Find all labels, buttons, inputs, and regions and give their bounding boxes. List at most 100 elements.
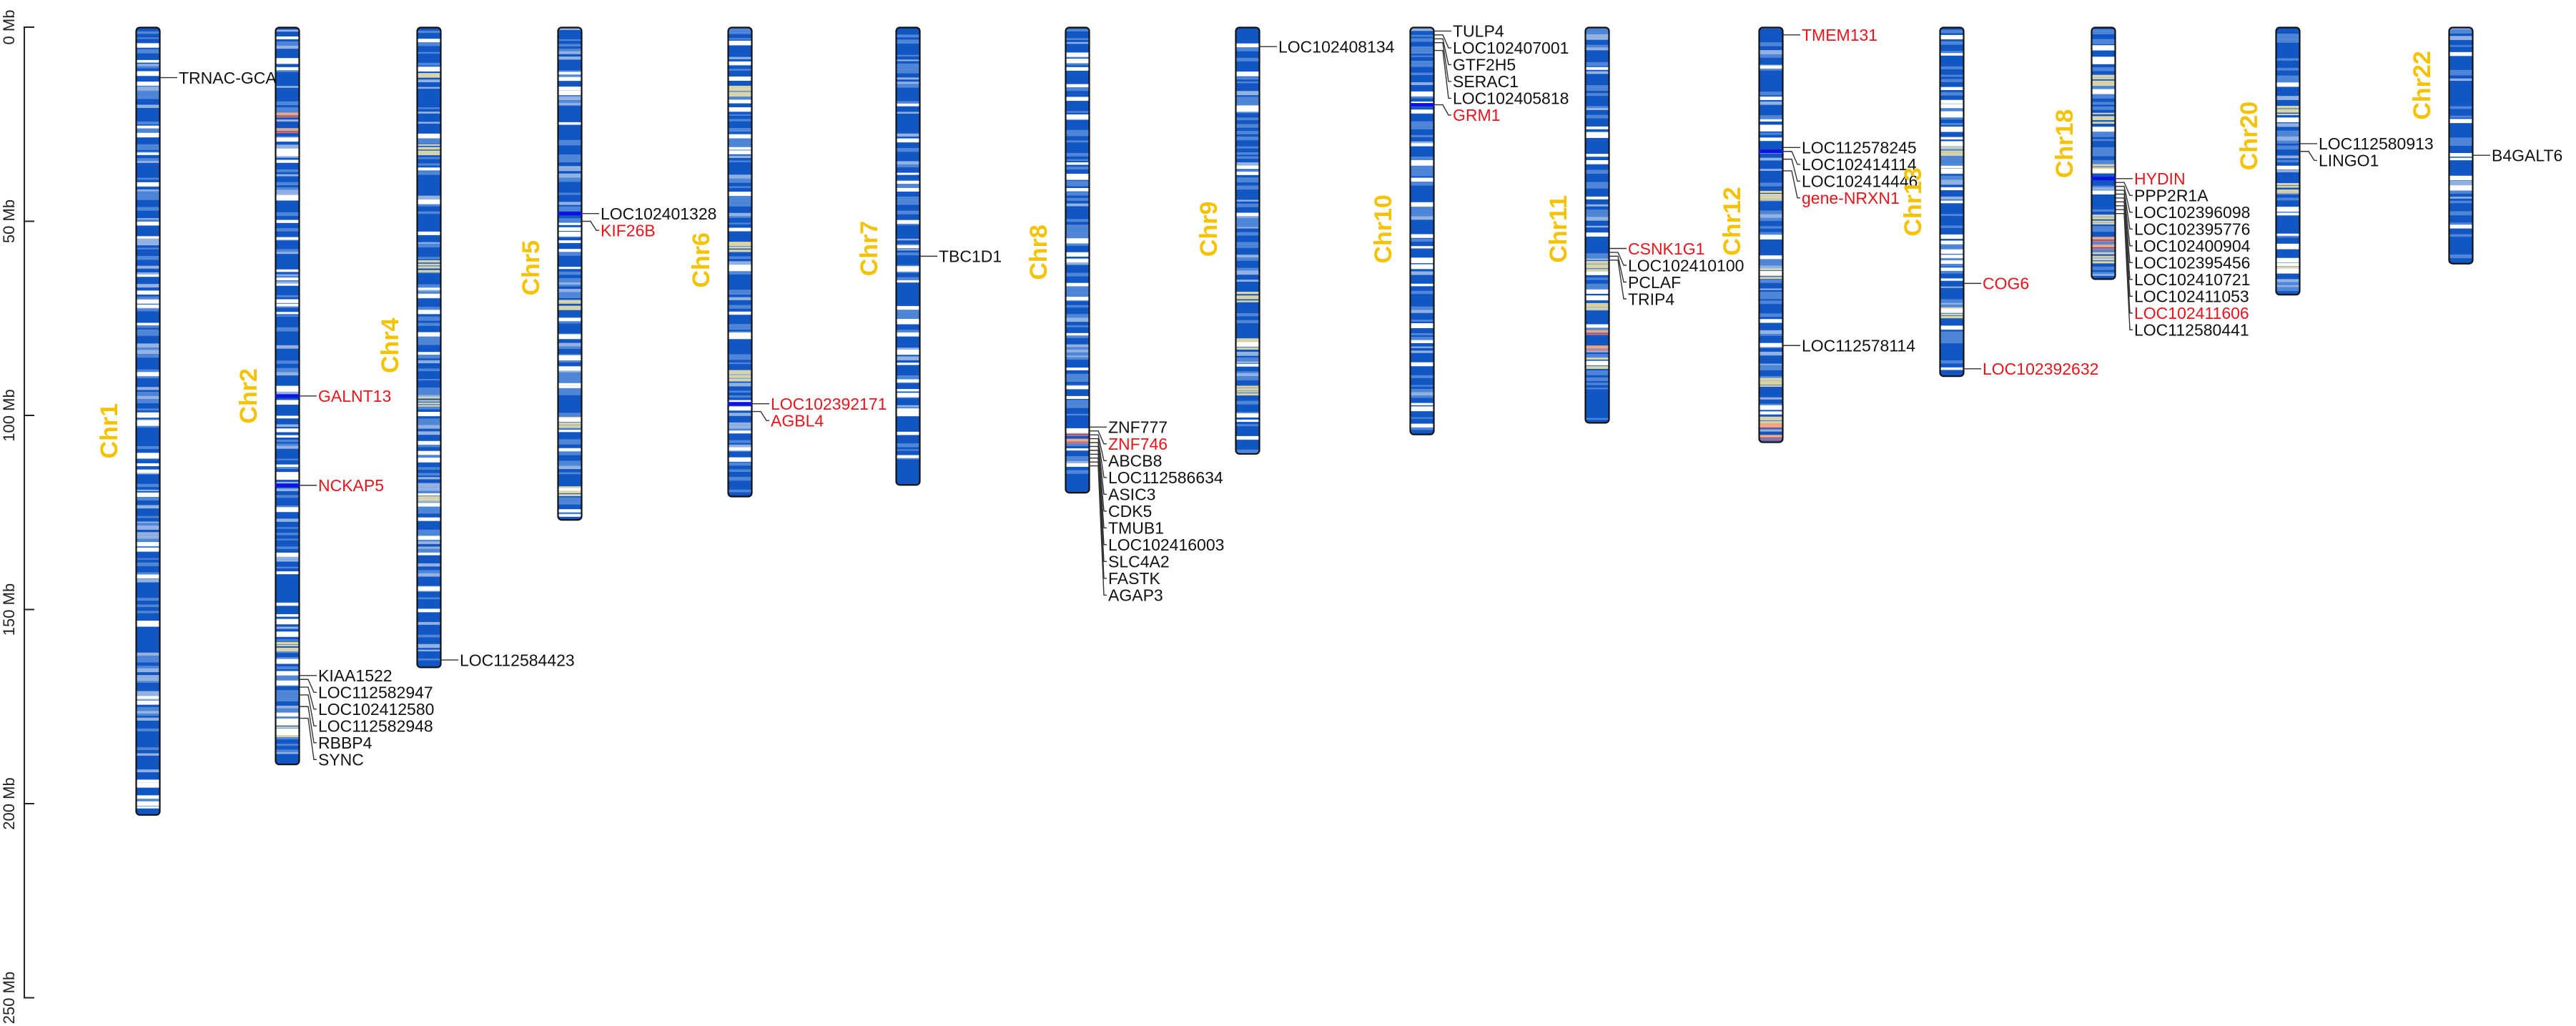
chromosome-outline bbox=[1939, 26, 1965, 378]
chromosome-chr4: Chr4 LOC112584423 bbox=[377, 26, 575, 669]
gene-annotation: CSNK1G1 bbox=[1609, 240, 1704, 258]
gene-label: LOC102395456 bbox=[2134, 254, 2250, 272]
gene-leader-line bbox=[1090, 465, 1107, 596]
gene-annotation: LOC102411053 bbox=[2116, 205, 2249, 306]
gene-label: LOC102410721 bbox=[2134, 270, 2250, 289]
density-bands bbox=[1940, 27, 1964, 377]
gene-annotation: LOC102408134 bbox=[1260, 37, 1395, 56]
density-bands bbox=[1585, 27, 1609, 423]
gene-leader-line bbox=[1090, 458, 1107, 562]
gene-annotation: ABCB8 bbox=[1090, 434, 1162, 470]
gene-annotation: LINGO1 bbox=[2300, 151, 2379, 170]
gene-leader-line bbox=[1434, 42, 1451, 82]
gene-leader-line bbox=[1434, 49, 1451, 99]
gene-annotation: LOC102410721 bbox=[2116, 201, 2250, 289]
gene-label: LOC112586634 bbox=[1108, 468, 1223, 487]
chromosome-outline bbox=[1758, 26, 1784, 443]
gene-label: COG6 bbox=[1983, 275, 2029, 293]
chromosome-label: Chr9 bbox=[1195, 202, 1223, 257]
chromosome-outline bbox=[895, 26, 921, 486]
gene-label: CDK5 bbox=[1108, 502, 1152, 521]
chromosome-chr10: Chr10 TULP4LOC102407001GTF2H5SERAC1LOC102… bbox=[1370, 22, 1569, 435]
density-bands bbox=[728, 27, 752, 498]
gene-leader-line bbox=[1090, 430, 1107, 445]
gene-leader-line bbox=[752, 410, 769, 421]
gene-leader-line bbox=[2116, 212, 2133, 330]
gene-annotation: LOC102410100 bbox=[1609, 252, 1744, 275]
chromosome-label: Chr4 bbox=[377, 317, 404, 373]
gene-annotation: LOC102407001 bbox=[1434, 34, 1569, 57]
gene-annotation: SLC4A2 bbox=[1090, 458, 1170, 571]
gene-annotation: LOC102414114 bbox=[1759, 149, 1917, 174]
gene-label: LOC112580913 bbox=[2319, 134, 2434, 153]
gene-leader-line bbox=[1090, 438, 1107, 478]
gene-annotation: B4GALT6 bbox=[2473, 146, 2562, 164]
gene-annotation: LOC112582947 bbox=[300, 679, 433, 702]
gene-label: GALNT13 bbox=[318, 387, 391, 405]
gene-annotation: LOC102405818 bbox=[1434, 49, 1569, 108]
gene-annotation: AGBL4 bbox=[752, 410, 824, 430]
gene-label: LOC102407001 bbox=[1453, 39, 1569, 57]
chromosome-outline bbox=[2091, 26, 2116, 280]
gene-label: PCLAF bbox=[1628, 273, 1681, 292]
gene-label: KIAA1522 bbox=[318, 666, 393, 685]
gene-annotation: HYDIN bbox=[2091, 169, 2186, 188]
chromosome-label: Chr6 bbox=[688, 232, 715, 287]
gene-leader-line bbox=[2300, 151, 2317, 162]
chromosome-outline bbox=[1235, 26, 1260, 455]
gene-leader-line bbox=[2116, 205, 2133, 297]
chromosome-label: Chr2 bbox=[235, 368, 262, 423]
gene-label: AGBL4 bbox=[771, 411, 824, 430]
gene-leader-line bbox=[2116, 209, 2133, 314]
chromosome-label: Chr8 bbox=[1025, 225, 1052, 280]
chromosome-chr2: Chr2 GALNT13NCKAP5KIAA1522LOC112582947LOC… bbox=[235, 26, 434, 769]
chromosome-outline bbox=[727, 26, 753, 498]
gene-leader-line bbox=[2116, 193, 2133, 247]
gene-label: LOC102411606 bbox=[2134, 304, 2249, 322]
gene-leader-line bbox=[1434, 104, 1451, 116]
axis-tick-label: 50 Mb bbox=[0, 199, 18, 243]
gene-label: LOC102392632 bbox=[1983, 360, 2098, 378]
gene-annotation: TULP4 bbox=[1434, 22, 1504, 41]
chromosome-label: Chr12 bbox=[1719, 187, 1746, 255]
position-axis: 0 Mb 50 Mb 100 Mb 150 Mb 200 Mb 250 Mb bbox=[0, 10, 34, 1024]
gene-label: SLC4A2 bbox=[1108, 553, 1170, 571]
chromosome-outline bbox=[1409, 26, 1435, 435]
gene-label: LOC102400904 bbox=[2134, 237, 2251, 255]
gene-label: LOC112582948 bbox=[318, 717, 433, 736]
gene-annotation: TRIP4 bbox=[1609, 260, 1674, 308]
gene-label: LOC102410100 bbox=[1628, 256, 1744, 275]
density-bands bbox=[2449, 27, 2473, 265]
gene-annotation: LOC102414446 bbox=[1783, 158, 1918, 191]
gene-label: KIF26B bbox=[601, 221, 656, 240]
gene-label: LOC102395776 bbox=[2134, 220, 2250, 239]
gene-label: TRNAC-GCA bbox=[179, 69, 277, 87]
gene-leader-line bbox=[300, 679, 317, 694]
chromosome-outline bbox=[135, 26, 161, 816]
gene-leader-line bbox=[2116, 182, 2133, 196]
gene-annotation: KIAA1522 bbox=[300, 666, 393, 685]
gene-marker bbox=[1759, 149, 1783, 154]
gene-annotation: LOC102411606 bbox=[2116, 209, 2249, 322]
gene-leader-line bbox=[2116, 189, 2133, 230]
chromosome-outline bbox=[2448, 26, 2474, 265]
gene-label: TULP4 bbox=[1453, 22, 1504, 41]
gene-label: LOC102392171 bbox=[771, 395, 887, 413]
chromosome-chr12: Chr12TMEM131LOC112578245LOC102414114LOC1… bbox=[1719, 26, 1918, 443]
gene-annotation: AGAP3 bbox=[1090, 465, 1163, 605]
gene-label: SERAC1 bbox=[1453, 72, 1519, 91]
gene-annotation: gene-NRXN1 bbox=[1783, 170, 1900, 207]
gene-label: LOC102414446 bbox=[1802, 172, 1918, 191]
gene-label: LOC102405818 bbox=[1453, 89, 1569, 108]
gene-annotation: PCLAF bbox=[1609, 255, 1681, 292]
chromosome-label: Chr13 bbox=[1900, 167, 1927, 236]
gene-annotation: TMUB1 bbox=[1090, 450, 1164, 538]
chromosome-body bbox=[896, 27, 920, 485]
gene-label: LOC102416003 bbox=[1108, 536, 1224, 554]
gene-leader-line bbox=[1434, 34, 1451, 49]
chromosome-chr1: Chr1 TRNAC-GCA bbox=[96, 26, 277, 816]
gene-annotation: ZNF746 bbox=[1090, 430, 1168, 453]
gene-leader-line bbox=[300, 717, 317, 761]
